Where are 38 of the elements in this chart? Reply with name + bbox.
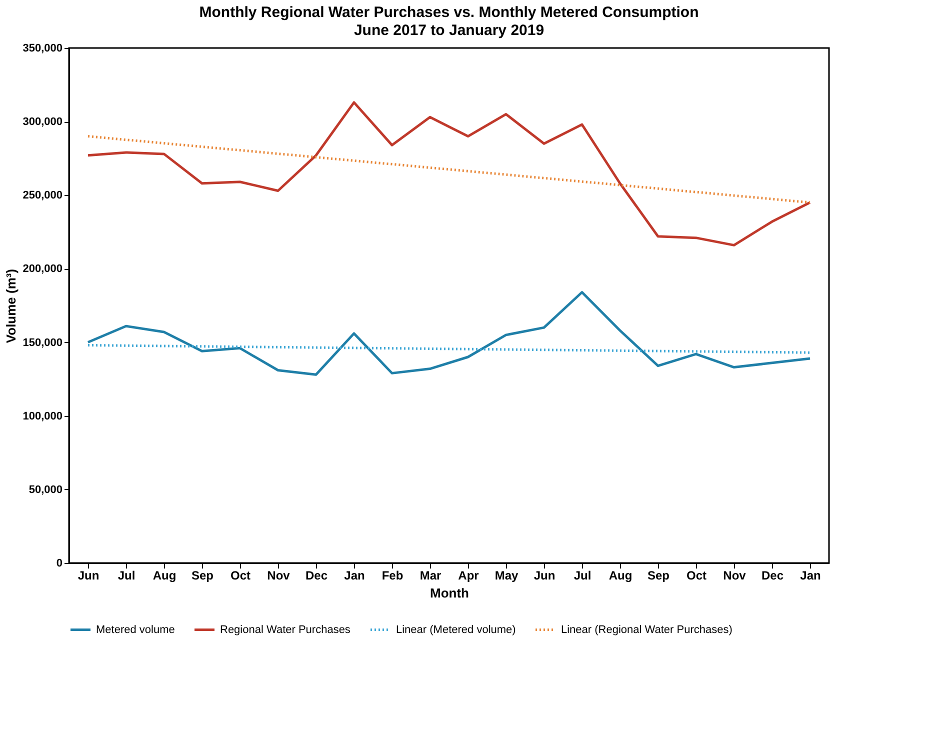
- line-series: [86, 101, 812, 246]
- x-tick-label: May: [494, 568, 518, 582]
- chart-subtitle: June 2017 to January 2019: [354, 22, 544, 39]
- x-axis-title: Month: [430, 586, 470, 600]
- x-tick-label: Sep: [191, 568, 214, 582]
- x-tick-label: Nov: [723, 568, 746, 582]
- y-tick-label: 250,000: [22, 190, 62, 202]
- x-tick-label: Apr: [458, 568, 480, 582]
- y-tick-label: 50,000: [28, 484, 62, 496]
- y-tick-label: 0: [56, 558, 62, 570]
- y-tick-label: 300,000: [22, 116, 62, 128]
- x-tick-label: Aug: [152, 568, 176, 582]
- y-tick-label: 350,000: [22, 42, 62, 54]
- y-tick-label: 100,000: [22, 410, 62, 422]
- x-tick-label: Feb: [382, 568, 404, 582]
- x-tick-label: Jul: [118, 568, 136, 582]
- y-axis-title: Volume (m³): [4, 268, 19, 344]
- chart-title: Monthly Regional Water Purchases vs. Monthly Metered Consumption: [199, 4, 699, 21]
- legend-label: Metered volume: [96, 624, 175, 636]
- y-tick-label: 150,000: [22, 336, 62, 349]
- x-tick-label: Oct: [230, 568, 251, 582]
- x-tick-label: Jul: [574, 568, 592, 582]
- y-tick-label: 200,000: [22, 263, 62, 276]
- x-tick-label: Jan: [344, 568, 365, 582]
- x-tick-label: Dec: [761, 568, 784, 582]
- x-tick-label: Aug: [608, 568, 632, 582]
- line-series: [86, 291, 812, 376]
- x-tick-label: Jun: [534, 568, 556, 582]
- x-tick-label: Jun: [78, 568, 100, 582]
- x-tick-label: Jan: [800, 568, 821, 582]
- x-tick-label: Dec: [305, 568, 328, 582]
- x-tick-label: Nov: [267, 568, 290, 582]
- x-tick-label: Oct: [686, 568, 707, 582]
- legend-label: Linear (Regional Water Purchases): [561, 624, 732, 636]
- x-tick-label: Sep: [647, 568, 670, 582]
- legend-label: Regional Water Purchases: [220, 624, 351, 636]
- x-tick-label: Mar: [420, 568, 442, 582]
- legend-label: Linear (Metered volume): [396, 624, 516, 636]
